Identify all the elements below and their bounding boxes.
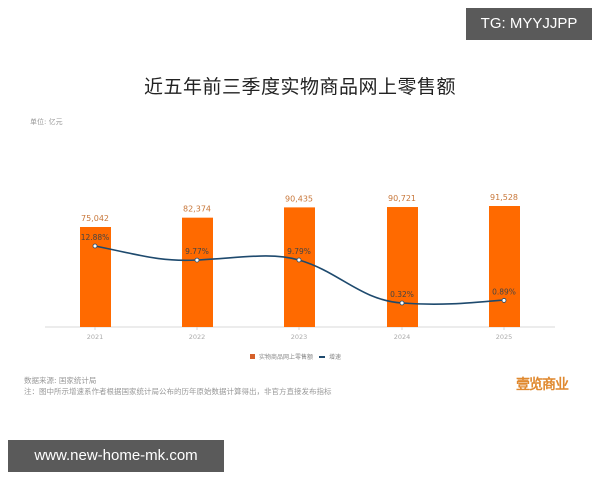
- x-tick-label: 2025: [496, 333, 513, 341]
- legend-item-bar: 实物商品网上零售额: [250, 352, 313, 361]
- legend-item-line: 增速: [319, 352, 341, 361]
- bar-2024: [387, 207, 418, 327]
- growth-points: [92, 243, 507, 306]
- bar-value-label: 75,042: [81, 214, 109, 223]
- x-tick-label: 2021: [87, 333, 104, 341]
- legend: 实物商品网上零售额 增速: [250, 352, 341, 361]
- bar-2022: [182, 217, 213, 327]
- data-labels: 75,042 12.88% 82,374 9.77% 90,435 9.79% 90,721…: [81, 193, 518, 299]
- bar-value-label: 90,721: [388, 194, 416, 203]
- growth-value-label: 9.79%: [287, 247, 311, 256]
- source-line: 数据来源: 国家统计局: [24, 376, 97, 385]
- x-tick-label: 2023: [291, 333, 308, 341]
- bar-value-label: 91,528: [490, 193, 518, 202]
- note-line: 注：图中所示增速系作者根据国家统计局公布的历年原始数据计算得出，非官方直接发布指…: [24, 387, 332, 396]
- unit-label: 单位: 亿元: [30, 118, 63, 126]
- growth-value-label: 0.32%: [390, 290, 414, 299]
- bar-value-label: 90,435: [285, 194, 313, 203]
- bar-2021: [80, 227, 111, 327]
- source-note: 数据来源: 国家统计局 注：图中所示增速系作者根据国家统计局公布的历年原始数据计…: [24, 375, 332, 397]
- watermark-url: www.new-home-mk.com: [8, 440, 224, 472]
- watermark-tg: TG: MYYJJPP: [466, 8, 592, 40]
- bar-2025: [489, 206, 520, 327]
- bar-swatch-icon: [250, 354, 255, 359]
- growth-value-label: 12.88%: [81, 233, 110, 242]
- growth-value-label: 0.89%: [492, 287, 516, 296]
- x-axis-ticks: 2021 2022 2023 2024 2025: [87, 327, 513, 341]
- x-tick-label: 2022: [189, 333, 206, 341]
- bar-2023: [284, 207, 315, 327]
- growth-point: [92, 243, 98, 249]
- growth-point: [399, 300, 405, 306]
- bar-value-label: 82,374: [183, 205, 211, 214]
- growth-point: [501, 298, 507, 303]
- growth-value-label: 9.77%: [185, 247, 209, 256]
- growth-point: [194, 257, 200, 263]
- growth-point: [296, 257, 302, 263]
- x-tick-label: 2024: [394, 333, 411, 341]
- line-swatch-icon: [319, 355, 326, 358]
- brand-logo: 壹览商业: [516, 377, 569, 393]
- bar-series: [80, 206, 520, 327]
- chart-title: 近五年前三季度实物商品网上零售额: [143, 76, 456, 98]
